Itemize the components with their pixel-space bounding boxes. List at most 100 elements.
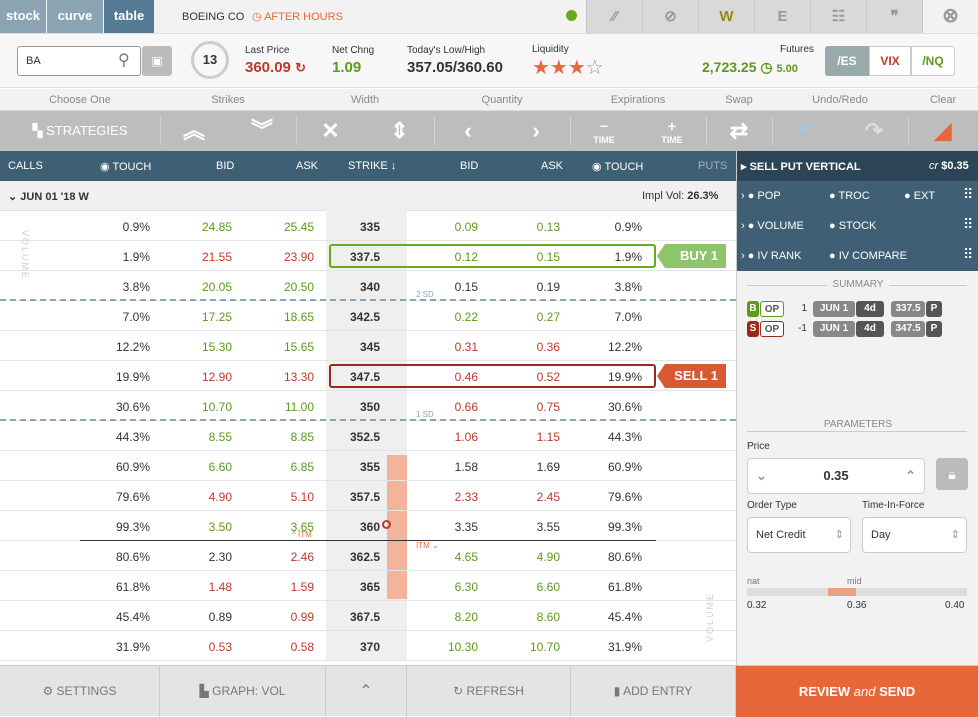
table-row[interactable]: 61.8% 1.48 1.59 365 6.30 6.60 61.8% (0, 571, 736, 601)
iv-rank-item[interactable]: › ● IV RANK (741, 250, 802, 262)
price-stepper[interactable]: ⌄ 0.35 ⌃ (747, 458, 925, 494)
analysis-row-1[interactable]: › ● POP ● TROC ● EXT ⠿ (737, 181, 978, 211)
symbol-input[interactable]: BA ⚲ (17, 46, 141, 76)
put-bid[interactable]: 10.30 (447, 640, 478, 654)
call-ask[interactable]: 0.58 (290, 640, 314, 654)
put-bid[interactable]: 4.65 (454, 550, 478, 564)
time-minus-button[interactable]: − TIME (593, 118, 615, 145)
table-row[interactable]: 99.3% 3.50 3.65 360 3.35 3.55 99.3% (0, 511, 736, 541)
call-bid[interactable]: 24.85 (201, 220, 232, 234)
table-row[interactable]: 3.8% 20.05 20.50 340 0.15 0.19 3.8% (0, 271, 736, 301)
strike-header[interactable]: STRIKE ↓ (348, 160, 396, 172)
buy-leg-outline[interactable] (329, 244, 656, 268)
analysis-row-2[interactable]: › ● VOLUME ● STOCK ⠿ (737, 211, 978, 241)
call-ask[interactable]: 0.99 (290, 610, 314, 624)
strike[interactable]: 352.5 (349, 430, 380, 444)
table-row[interactable]: 1.9% 21.55 23.90 337.5 0.12 0.15 1.9% (0, 241, 736, 271)
review-send-button[interactable]: REVIEW and SEND (736, 666, 978, 717)
call-ask[interactable]: 18.65 (283, 310, 314, 324)
table-row[interactable]: 19.9% 12.90 13.30 347.5 0.46 0.52 19.9% (0, 361, 736, 391)
call-bid[interactable]: 17.25 (201, 310, 232, 324)
call-bid[interactable]: 8.55 (208, 430, 232, 444)
iv-compare-item[interactable]: ● IV COMPARE (829, 250, 907, 262)
tab-stock[interactable]: stock (0, 0, 46, 33)
put-ask[interactable]: 1.69 (536, 460, 560, 474)
strike[interactable]: 360 (359, 520, 380, 534)
table-row[interactable]: 12.2% 15.30 15.65 345 0.31 0.36 12.2% (0, 331, 736, 361)
put-ask[interactable]: 0.27 (536, 310, 560, 324)
put-bid[interactable]: 3.35 (454, 520, 478, 534)
call-ask[interactable]: 6.85 (290, 460, 314, 474)
put-ask[interactable]: 0.19 (536, 280, 560, 294)
strike[interactable]: 335 (359, 220, 380, 234)
strike[interactable]: 337.5 (349, 250, 380, 264)
strikes-up-icon[interactable]: ︽ (182, 118, 205, 143)
table-row[interactable]: 44.3% 8.55 8.85 352.5 1.06 1.15 44.3% (0, 421, 736, 451)
summary-leg[interactable]: S OP -1 JUN 1 4d 347.5 P (747, 321, 967, 337)
time-plus-button[interactable]: + TIME (661, 118, 683, 145)
refresh-button[interactable]: ↻ REFRESH (407, 666, 571, 717)
volume-item[interactable]: › ● VOLUME (741, 220, 804, 232)
grid-icon[interactable]: ☷ (810, 0, 866, 33)
order-type-select[interactable]: Net Credit ⇕ (747, 517, 851, 553)
put-ask[interactable]: 10.70 (529, 640, 560, 654)
call-bid[interactable]: 10.70 (201, 400, 232, 414)
close-icon[interactable]: ⊗ (922, 0, 978, 33)
drag-handle-icon[interactable]: ⠿ (963, 186, 974, 202)
stock-item[interactable]: ● STOCK (829, 220, 877, 232)
quantity-increase-icon[interactable]: › (532, 118, 540, 143)
call-ask[interactable]: 15.65 (283, 340, 314, 354)
sell-leg-tag[interactable]: SELL 1 (657, 364, 726, 388)
summary-leg[interactable]: B OP 1 JUN 1 4d 337.5 P (747, 301, 967, 317)
call-ask[interactable]: 20.50 (283, 280, 314, 294)
price-down-icon[interactable]: ⌄ (756, 468, 767, 483)
call-bid[interactable]: 4.90 (208, 490, 232, 504)
touch-calls-header[interactable]: ◉ TOUCH (100, 160, 151, 173)
call-bid[interactable]: 20.05 (201, 280, 232, 294)
strike[interactable]: 355 (359, 460, 380, 474)
call-ask[interactable]: 5.10 (290, 490, 314, 504)
es-button[interactable]: /ES (825, 46, 869, 76)
vix-button[interactable]: VIX (869, 46, 911, 76)
strategy-title-bar[interactable]: ▸ SELL PUT VERTICAL cr $0.35 (737, 151, 978, 181)
analysis-row-3[interactable]: › ● IV RANK ● IV COMPARE ⠿ (737, 241, 978, 271)
call-ask[interactable]: 2.46 (290, 550, 314, 564)
strategies-button[interactable]: ▚ STRATEGIES (0, 111, 160, 151)
call-bid[interactable]: 0.89 (208, 610, 232, 624)
lock-icon[interactable]: 🔒︎ (936, 458, 968, 490)
touch-puts-header[interactable]: ◉ TOUCH (592, 160, 643, 173)
put-bid[interactable]: 0.12 (454, 250, 478, 264)
alert-badge[interactable]: 13 (191, 41, 229, 79)
strike[interactable]: 357.5 (349, 490, 380, 504)
drag-handle-icon[interactable]: ⠿ (963, 246, 974, 262)
strike[interactable]: 345 (359, 340, 380, 354)
tab-table[interactable]: table (104, 0, 154, 33)
tab-curve[interactable]: curve (47, 0, 103, 33)
tif-select[interactable]: Day ⇕ (862, 517, 967, 553)
call-bid[interactable]: 2.30 (208, 550, 232, 564)
watchlist-w-button[interactable]: W (698, 0, 754, 33)
strikes-down-icon[interactable]: ︾ (250, 118, 273, 143)
put-bid[interactable]: 1.06 (454, 430, 478, 444)
width-expand-icon[interactable]: ⇕ (390, 118, 409, 143)
table-row[interactable]: 31.9% 0.53 0.58 370 10.30 10.70 31.9% (0, 631, 736, 661)
strike[interactable]: 340 (359, 280, 380, 294)
put-bid[interactable]: 0.46 (454, 370, 478, 384)
call-ask[interactable]: 25.45 (283, 220, 314, 234)
e-button[interactable]: E (754, 0, 810, 33)
drag-handle-icon[interactable]: ⠿ (963, 216, 974, 232)
put-ask[interactable]: 1.15 (536, 430, 560, 444)
call-ask[interactable]: 8.85 (290, 430, 314, 444)
call-bid[interactable]: 12.90 (201, 370, 232, 384)
put-ask[interactable]: 0.36 (536, 340, 560, 354)
put-bid[interactable]: 0.22 (454, 310, 478, 324)
strike[interactable]: 347.5 (349, 370, 380, 384)
call-ask[interactable]: 11.00 (284, 400, 314, 414)
call-bid[interactable]: 6.60 (208, 460, 232, 474)
add-entry-button[interactable]: ▮ ADD ENTRY (571, 666, 736, 717)
call-bid[interactable]: 3.50 (208, 520, 232, 534)
swap-icon[interactable]: ⇄ (729, 118, 749, 143)
link-icon[interactable]: ⊘ (642, 0, 698, 33)
table-row[interactable]: 45.4% 0.89 0.99 367.5 8.20 8.60 45.4% (0, 601, 736, 631)
put-bid[interactable]: 1.58 (454, 460, 478, 474)
